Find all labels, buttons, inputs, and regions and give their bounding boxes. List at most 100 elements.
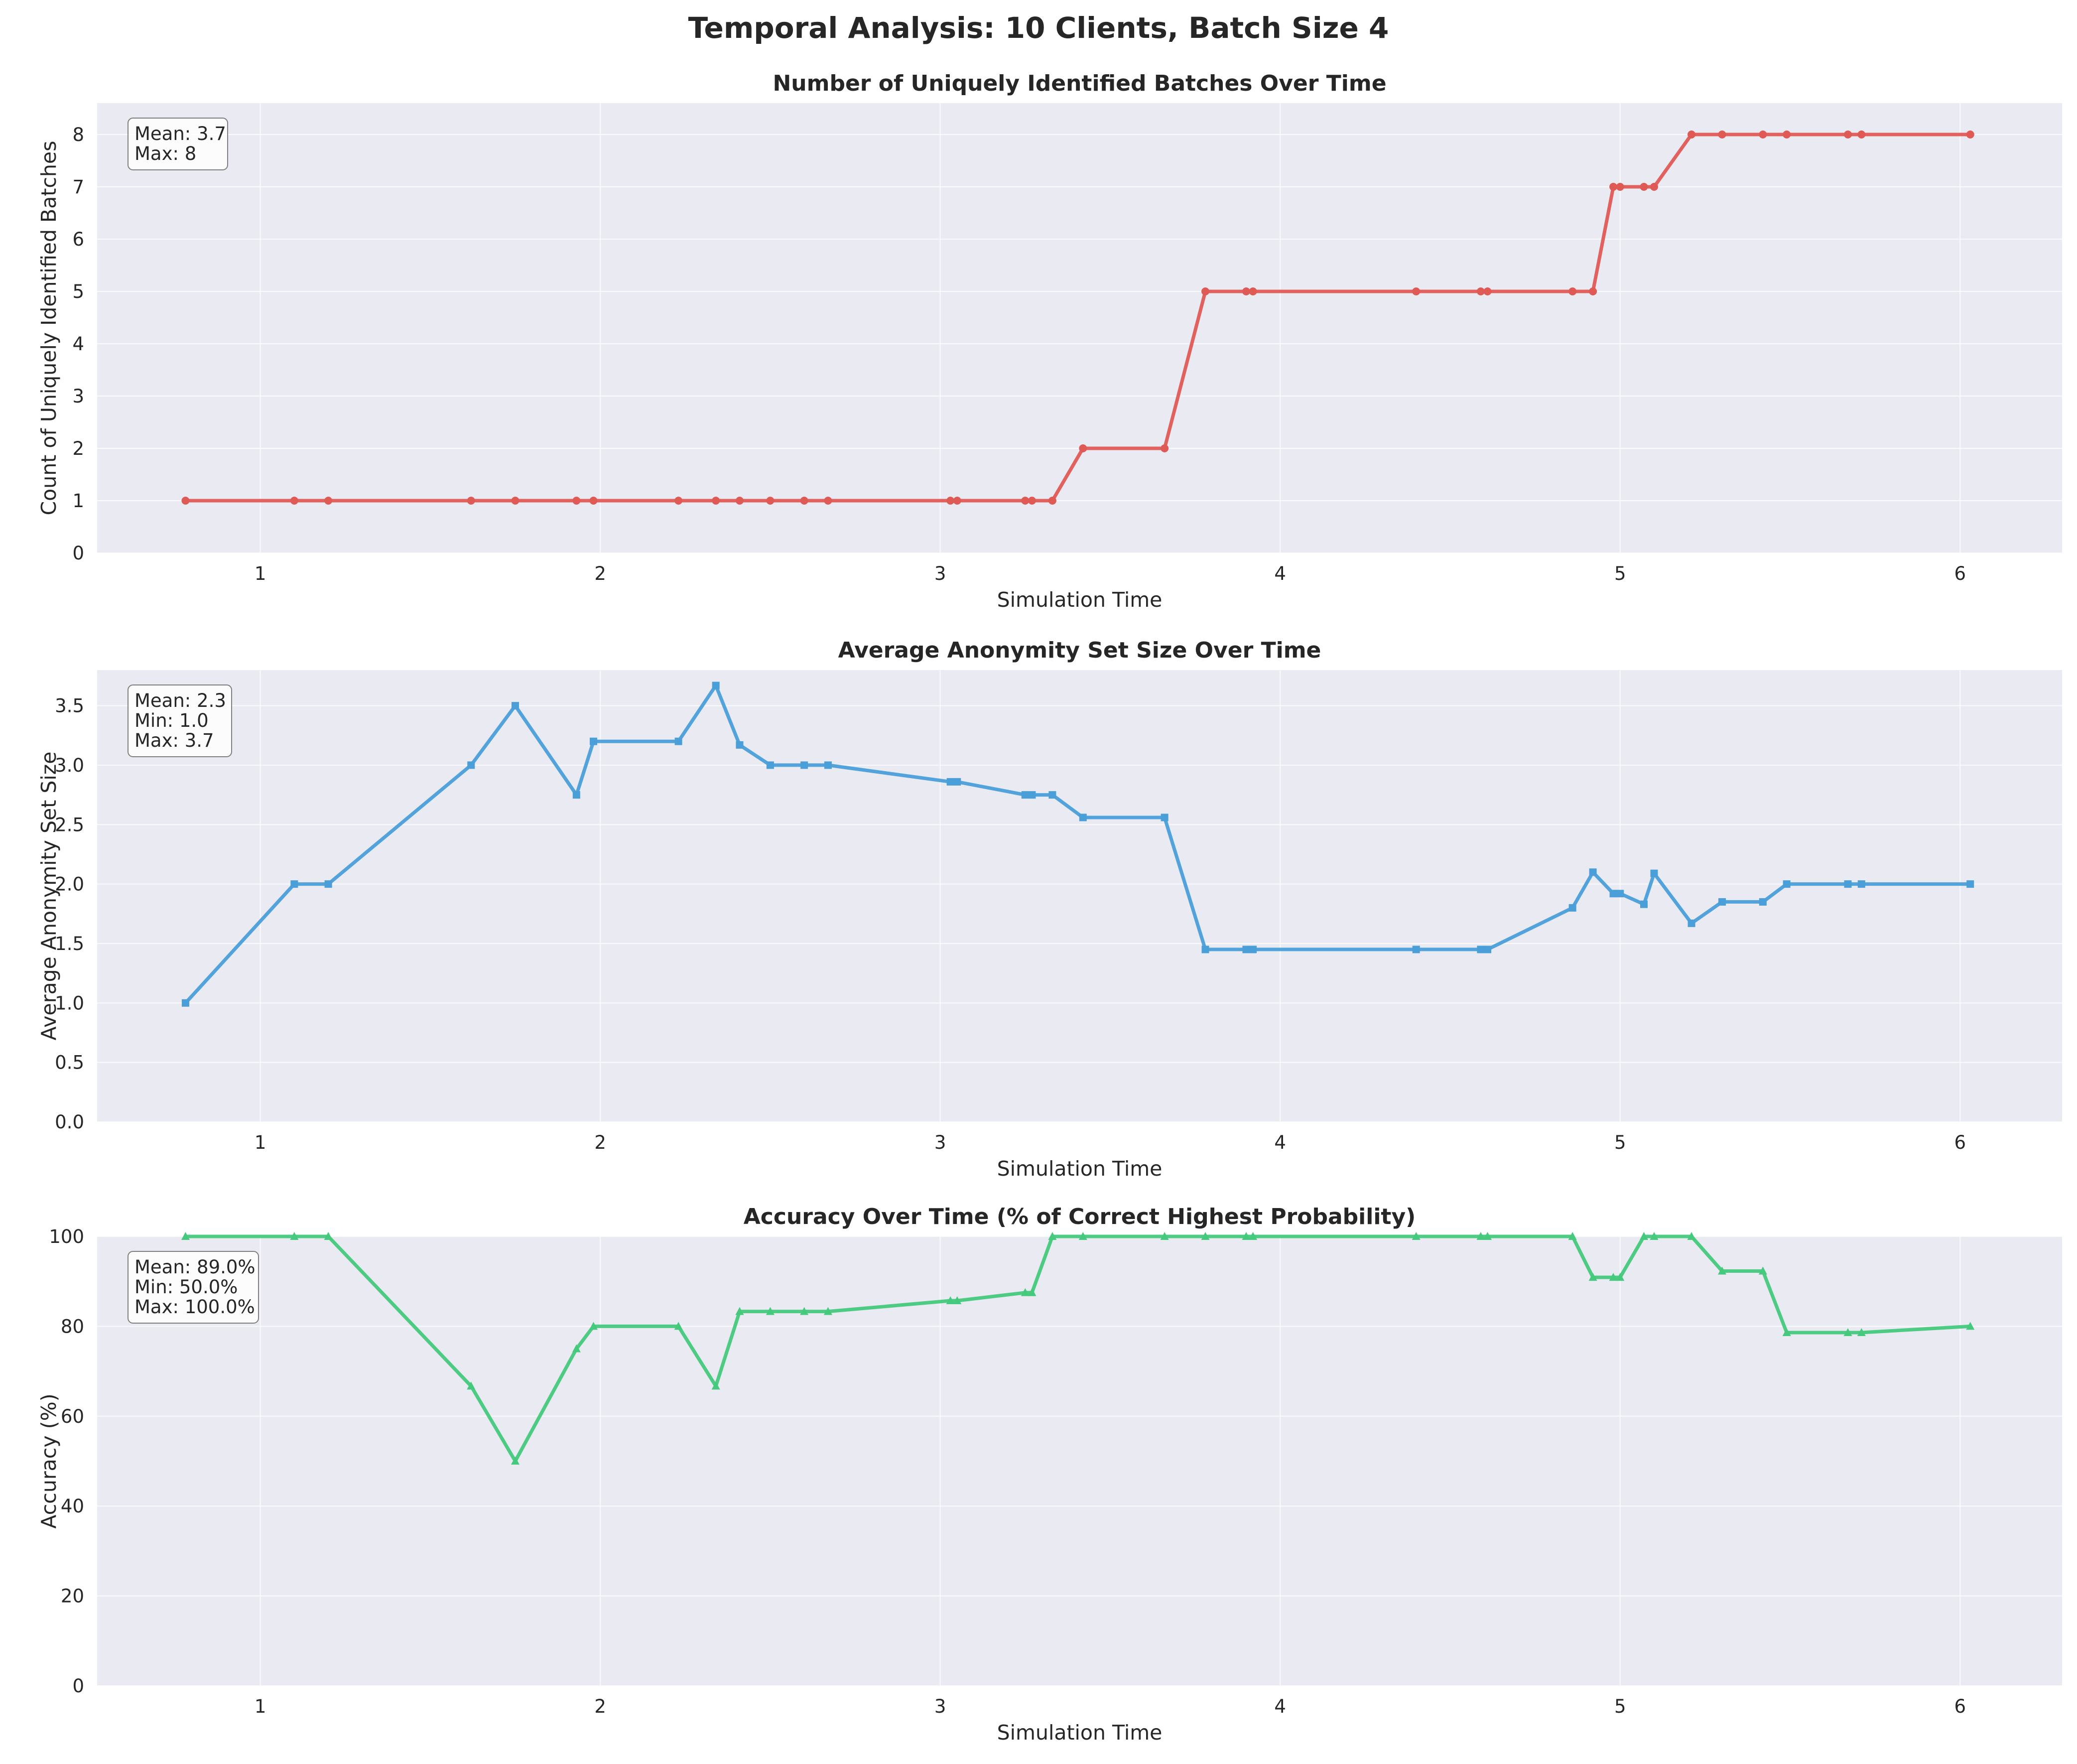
data-point xyxy=(589,737,597,745)
data-point xyxy=(823,1307,832,1315)
data-point xyxy=(1028,791,1036,799)
data-point xyxy=(1021,497,1030,505)
data-point xyxy=(1028,1288,1037,1296)
y-tick-label: 0.5 xyxy=(55,1052,84,1074)
y-tick-label: 5 xyxy=(72,281,84,302)
x-axis-label: Simulation Time xyxy=(997,588,1163,612)
x-tick-label: 4 xyxy=(1274,563,1286,584)
data-point xyxy=(800,497,808,505)
data-point xyxy=(1476,1232,1485,1240)
x-tick-label: 6 xyxy=(1954,1696,1966,1717)
y-tick-label: 20 xyxy=(61,1586,84,1607)
x-tick-label: 5 xyxy=(1614,1696,1626,1717)
data-point xyxy=(674,497,683,505)
data-point xyxy=(1412,1232,1421,1240)
x-axis-label: Simulation Time xyxy=(997,1721,1163,1745)
data-point xyxy=(1476,287,1485,295)
stats-box-frame xyxy=(128,684,232,757)
y-tick-label: 1 xyxy=(72,490,84,512)
stats-box-frame xyxy=(128,118,228,170)
data-point xyxy=(1201,1232,1210,1240)
data-point xyxy=(1639,1232,1648,1240)
data-point xyxy=(953,497,961,505)
data-point xyxy=(1568,1232,1577,1240)
data-point xyxy=(953,1296,962,1304)
series-group xyxy=(181,1232,1975,1465)
data-point xyxy=(511,497,519,505)
data-point xyxy=(589,1322,598,1330)
x-tick-label: 2 xyxy=(594,1132,606,1153)
gridlines xyxy=(97,103,2062,553)
data-point xyxy=(1857,880,1865,888)
data-point xyxy=(1717,1266,1726,1275)
data-point xyxy=(946,1296,955,1304)
data-point xyxy=(1161,814,1168,821)
data-point xyxy=(1687,1232,1696,1240)
data-point xyxy=(766,761,774,769)
data-point xyxy=(1242,946,1250,953)
chart-title: Number of Uniquely Identified Batches Ov… xyxy=(773,71,1386,96)
data-point xyxy=(572,497,581,505)
x-tick-label: 1 xyxy=(255,563,266,584)
data-point xyxy=(1242,287,1250,295)
series-group xyxy=(181,131,1974,505)
data-point xyxy=(1688,919,1695,927)
data-point xyxy=(1048,1232,1057,1240)
data-point xyxy=(1640,900,1648,908)
data-point xyxy=(181,497,190,505)
chart-panel-1: 1 2 3 4 5 6 0 1 2 3 4 5 6 7 8 Number of Uniquely Identi… xyxy=(37,71,2062,612)
data-point xyxy=(1857,1328,1866,1337)
data-point xyxy=(181,1232,190,1240)
data-point xyxy=(1759,131,1767,138)
data-point xyxy=(1028,497,1036,505)
data-point xyxy=(1650,869,1658,877)
y-tick-label: 100 xyxy=(49,1226,84,1247)
data-point xyxy=(1242,1232,1251,1240)
data-point xyxy=(572,1344,581,1353)
data-point xyxy=(1021,791,1029,799)
tick-labels: 1 2 3 4 5 6 0.0 0.5 1.0 1.5 2.0 2.5 3.0 3.5 xyxy=(55,695,1966,1153)
data-point xyxy=(1966,131,1974,138)
data-point xyxy=(1483,1232,1492,1240)
data-point xyxy=(1477,946,1485,953)
data-point xyxy=(1021,1288,1030,1296)
chart-panel-2: 1 2 3 4 5 6 0.0 0.5 1.0 1.5 2.0 2.5 3.0 3.5 Average An… xyxy=(37,638,2062,1181)
x-tick-label: 3 xyxy=(934,1696,946,1717)
chart-title: Average Anonymity Set Size Over Time xyxy=(838,638,1321,663)
y-tick-label: 80 xyxy=(61,1316,84,1337)
data-point xyxy=(736,741,744,749)
data-point xyxy=(1484,946,1492,953)
data-point xyxy=(1201,287,1210,295)
data-point xyxy=(181,999,189,1007)
y-axis-label: Accuracy (%) xyxy=(37,1393,61,1528)
data-point xyxy=(735,1307,744,1315)
y-tick-label: 4 xyxy=(72,333,84,355)
y-tick-label: 7 xyxy=(72,176,84,198)
data-point xyxy=(800,761,808,769)
data-point xyxy=(1483,287,1492,295)
data-point xyxy=(1650,183,1658,191)
data-point xyxy=(1048,497,1056,505)
stats-line: Max: 100.0% xyxy=(134,1296,255,1318)
data-point xyxy=(1568,904,1576,912)
data-point xyxy=(1609,183,1618,191)
y-tick-label: 0.0 xyxy=(55,1111,84,1133)
data-point xyxy=(674,737,682,745)
data-point xyxy=(712,681,720,689)
figure-title: Temporal Analysis: 10 Clients, Batch Siz… xyxy=(688,11,1389,45)
data-point xyxy=(1201,946,1209,953)
x-tick-label: 5 xyxy=(1614,563,1626,584)
data-point xyxy=(290,497,298,505)
data-point xyxy=(1718,898,1726,906)
tick-labels: 1 2 3 4 5 6 0 1 2 3 4 5 6 7 8 xyxy=(72,124,1966,584)
data-point xyxy=(1650,1232,1659,1240)
data-point xyxy=(946,778,954,786)
x-tick-label: 6 xyxy=(1954,563,1966,584)
y-tick-label: 3 xyxy=(72,386,84,407)
y-tick-label: 1.0 xyxy=(55,992,84,1014)
data-point xyxy=(824,497,832,505)
data-point xyxy=(1966,1322,1975,1330)
x-tick-label: 4 xyxy=(1274,1132,1286,1153)
